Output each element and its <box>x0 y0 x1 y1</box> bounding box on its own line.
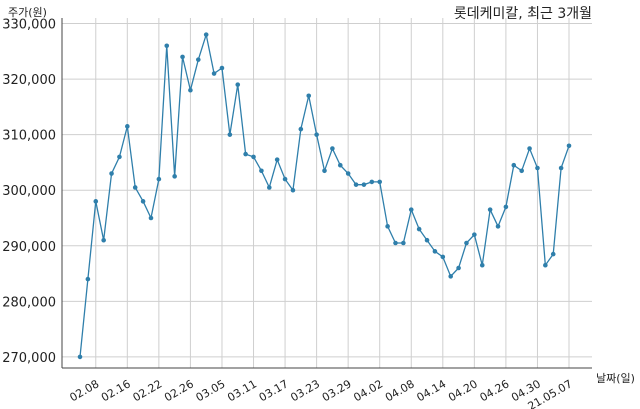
data-point <box>219 65 225 71</box>
data-point <box>519 168 524 174</box>
data-point <box>180 54 185 60</box>
data-point <box>550 251 556 257</box>
data-point <box>109 171 114 176</box>
x-tick-label: 02.22 <box>131 377 165 404</box>
data-point <box>330 146 335 151</box>
data-point <box>93 199 99 204</box>
price-line <box>79 32 570 357</box>
data-point <box>235 82 241 87</box>
data-point <box>117 154 122 160</box>
data-point <box>196 57 201 62</box>
data-point <box>432 249 438 254</box>
data-point <box>416 226 422 232</box>
data-point <box>566 143 572 149</box>
data-point <box>227 132 233 137</box>
x-tick-label: 03.23 <box>288 377 322 404</box>
data-points <box>77 32 572 360</box>
data-point <box>77 354 83 360</box>
x-tick-label: 02.16 <box>99 377 133 404</box>
data-point <box>353 182 359 187</box>
data-point <box>101 237 106 243</box>
y-tick-label: 310,000 <box>2 129 56 144</box>
data-point <box>401 240 406 246</box>
data-point <box>259 168 264 174</box>
data-point <box>495 224 501 229</box>
grid <box>62 18 592 368</box>
x-tick-label: 03.17 <box>257 377 291 404</box>
data-point <box>361 182 367 187</box>
data-point <box>464 240 469 246</box>
chart-title: 롯데케미칼, 최근 3개월 <box>454 6 592 22</box>
x-tick-label: 04.02 <box>351 377 385 404</box>
y-tick-label: 290,000 <box>2 240 56 255</box>
data-point <box>148 215 154 221</box>
data-point <box>266 185 272 190</box>
data-point <box>472 232 477 237</box>
data-point <box>243 151 248 157</box>
data-point <box>393 240 398 246</box>
x-tick-labels: 02.0802.1602.2202.2603.0503.1103.1703.23… <box>67 377 574 409</box>
data-point <box>369 179 375 185</box>
x-tick-label: 02.26 <box>162 377 196 404</box>
x-tick-label: 03.29 <box>320 377 354 404</box>
data-point <box>487 207 493 212</box>
data-point <box>322 168 327 174</box>
data-point <box>125 124 130 129</box>
data-point <box>337 162 343 168</box>
x-tick-label: 04.14 <box>415 377 449 404</box>
y-axis-label: 주가(원) <box>8 6 47 19</box>
series-line <box>79 32 570 357</box>
data-point <box>306 93 312 99</box>
data-point <box>511 162 517 168</box>
data-point <box>203 32 209 37</box>
data-point <box>314 132 319 137</box>
data-point <box>188 87 193 93</box>
x-tick-label: 04.20 <box>446 377 480 404</box>
data-point <box>558 165 564 171</box>
data-point <box>251 154 256 160</box>
data-point <box>282 176 288 182</box>
data-point <box>274 157 280 162</box>
data-point <box>535 165 540 171</box>
x-tick-label: 04.26 <box>478 377 512 404</box>
data-point <box>479 262 485 268</box>
data-point <box>156 176 162 182</box>
data-point <box>132 185 138 190</box>
data-point <box>85 276 91 282</box>
data-point <box>377 179 383 185</box>
data-point <box>527 146 532 151</box>
data-point <box>456 265 461 271</box>
x-tick-label: 04.08 <box>383 377 417 404</box>
data-point <box>503 204 509 210</box>
data-point <box>345 171 351 176</box>
x-tick-label: 03.05 <box>194 377 228 404</box>
data-point <box>448 274 453 279</box>
y-tick-label: 320,000 <box>2 73 56 88</box>
data-point <box>440 254 446 260</box>
y-tick-labels: 270,000 280,000 290,000 300,000 310,000 320,0… <box>2 18 56 366</box>
y-tick-label: 300,000 <box>2 184 56 199</box>
x-tick-label: 03.11 <box>225 377 259 404</box>
y-tick-label: 330,000 <box>2 18 56 33</box>
data-point <box>298 126 304 132</box>
x-axis-label: 날짜(일) <box>596 371 635 385</box>
data-point <box>164 43 170 49</box>
data-point <box>140 199 146 204</box>
y-tick-label: 270,000 <box>2 351 56 366</box>
data-point <box>172 174 177 179</box>
axes <box>61 18 592 369</box>
data-point <box>408 207 414 212</box>
data-point <box>385 224 390 229</box>
data-point <box>543 262 548 268</box>
data-point <box>424 237 430 243</box>
data-point <box>290 187 296 193</box>
data-point <box>211 71 217 76</box>
y-tick-label: 280,000 <box>2 295 56 310</box>
x-tick-label: 02.08 <box>67 377 101 404</box>
